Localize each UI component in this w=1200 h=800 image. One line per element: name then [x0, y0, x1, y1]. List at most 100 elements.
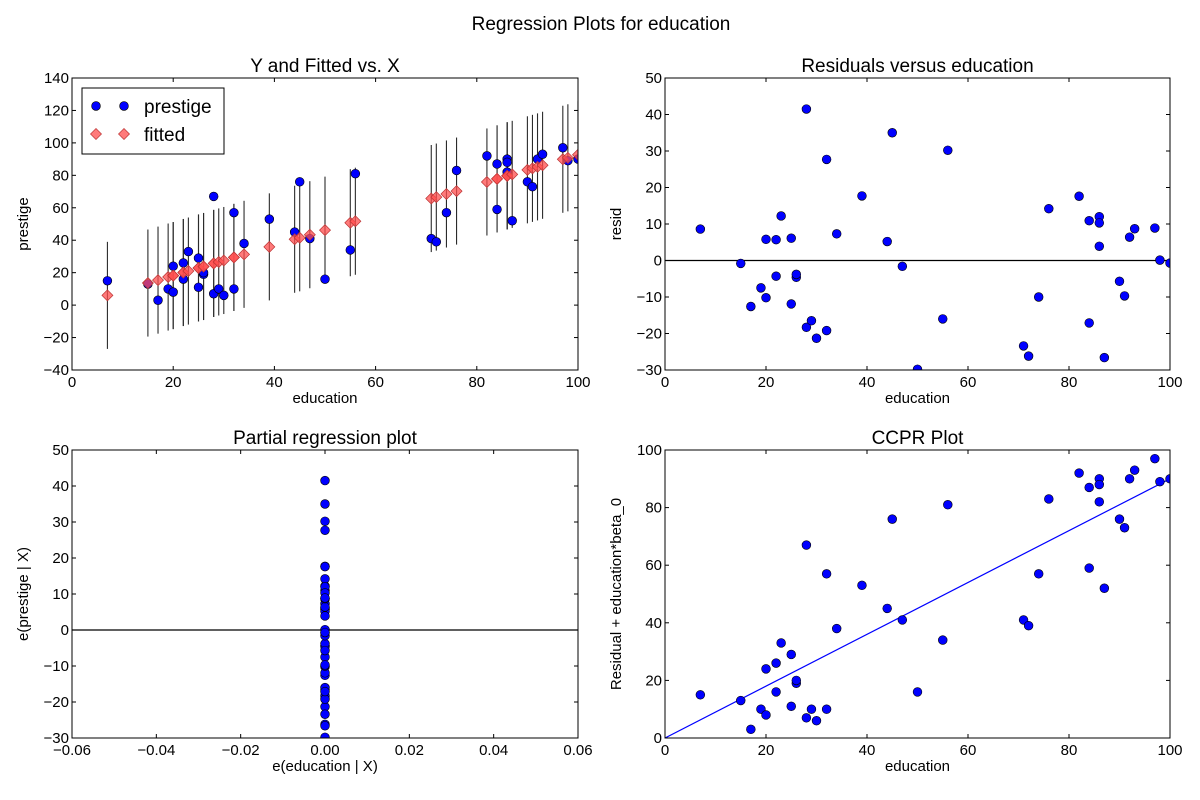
prestige-point: [502, 157, 512, 168]
chart-title: Partial regression plot: [233, 428, 417, 449]
residual-point: [821, 325, 832, 336]
prestige-point: [264, 214, 275, 224]
ccpr-point: [1084, 482, 1094, 493]
y-tick-label: −20: [44, 330, 69, 347]
residual-point: [786, 233, 796, 243]
ccpr-point: [761, 664, 771, 674]
prestige-point: [350, 169, 361, 179]
y-tick-label: 10: [645, 216, 662, 233]
residual-point: [801, 322, 812, 332]
fitted-point: [197, 260, 210, 273]
residual-point: [938, 314, 948, 324]
chart-title: CCPR Plot: [872, 428, 965, 449]
y-tick-label: −10: [44, 658, 69, 675]
partial-residual-point: [320, 574, 330, 584]
prestige-point: [168, 287, 178, 297]
partial-residual-point: [320, 499, 330, 509]
x-tick-label: −0.06: [53, 742, 91, 759]
x-tick-label: −0.02: [222, 742, 260, 759]
legend-box: [81, 87, 225, 155]
ccpr-point: [857, 580, 867, 591]
fitted-point: [491, 172, 504, 185]
ccpr-point: [1119, 523, 1130, 533]
legend-prestige-label: prestige: [144, 97, 212, 118]
ccpr-point: [1124, 474, 1135, 484]
fitted-point: [440, 187, 453, 200]
prestige-point: [208, 191, 219, 202]
residual-point: [1084, 318, 1094, 328]
prestige-point: [537, 149, 548, 159]
prestige-point: [492, 159, 502, 169]
y-tick-label: 0: [61, 622, 69, 639]
prestige-point: [229, 207, 239, 218]
plot-frame: [71, 77, 579, 371]
ccpr-point: [811, 716, 822, 726]
partial-residual-point: [320, 475, 330, 486]
fitted-point: [167, 269, 180, 282]
x-tick-label: 0: [661, 742, 669, 759]
plot-area: [72, 475, 578, 738]
ccpr-point: [746, 724, 756, 735]
y-tick-label: 100: [637, 442, 662, 459]
residual-point: [1150, 223, 1160, 233]
fitted-point: [450, 185, 463, 198]
partial-residual-point: [320, 709, 330, 719]
partial-residual-point: [320, 686, 330, 697]
ccpr-point: [1023, 620, 1034, 631]
residual-point: [831, 229, 842, 239]
partial-residual-point: [320, 660, 330, 670]
y-tick-label: 20: [52, 265, 69, 282]
residual-point: [801, 104, 812, 114]
residual-point: [791, 269, 801, 280]
y-axis-label: Residual + education*beta_0: [608, 498, 625, 690]
residual-point: [776, 211, 786, 221]
residual-point: [1094, 218, 1105, 228]
x-tick-label: 20: [758, 742, 775, 759]
y-tick-label: 30: [645, 143, 662, 160]
chart-p3: Partial regression plot e(education | X) e…: [15, 428, 593, 775]
residual-point: [1124, 232, 1135, 242]
residual-point: [1099, 352, 1110, 363]
ccpr-point: [786, 701, 796, 712]
plot-frame: [71, 449, 579, 739]
y-tick-label: 20: [645, 180, 662, 197]
residual-point: [943, 145, 953, 155]
x-tick-label: 60: [960, 742, 977, 759]
prestige-point: [507, 216, 517, 226]
y-tick-label: −30: [44, 730, 69, 747]
y-tick-label: 120: [44, 102, 69, 119]
prestige-point: [219, 290, 229, 301]
y-tick-label: 80: [52, 167, 69, 184]
ccpr-point: [801, 540, 812, 550]
ccpr-point: [943, 500, 953, 510]
x-tick-label: 60: [960, 374, 977, 391]
plot-area: [101, 101, 578, 349]
prestige-point: [193, 282, 204, 292]
ccpr-point: [1099, 583, 1110, 593]
prestige-point: [441, 207, 452, 218]
x-tick-label: 0.04: [479, 742, 508, 759]
y-axis-label: e(prestige | X): [15, 547, 32, 641]
y-tick-label: 40: [52, 232, 69, 249]
residual-point: [695, 224, 706, 234]
x-tick-label: 100: [1157, 742, 1182, 759]
residual-point: [1155, 255, 1165, 265]
ccpr-point: [1150, 453, 1160, 464]
residual-point: [1129, 224, 1140, 234]
prestige-point: [183, 246, 194, 257]
chart-p1: Y and Fitted vs. X education prestige 0 20 40…: [15, 56, 591, 407]
y-tick-label: −20: [637, 326, 662, 343]
ccpr-point: [695, 690, 706, 700]
x-axis-label: education: [292, 390, 357, 407]
ccpr-point: [801, 713, 812, 723]
partial-residual-point: [320, 721, 330, 731]
residual-point: [806, 316, 817, 326]
x-tick-label: 0.02: [395, 742, 424, 759]
residual-point: [736, 258, 746, 269]
fitted-point: [238, 248, 251, 261]
x-tick-label: 40: [859, 374, 876, 391]
y-tick-label: 20: [645, 672, 662, 689]
residual-point: [1119, 291, 1130, 301]
residual-point: [786, 299, 796, 309]
y-tick-label: 0: [654, 730, 662, 747]
